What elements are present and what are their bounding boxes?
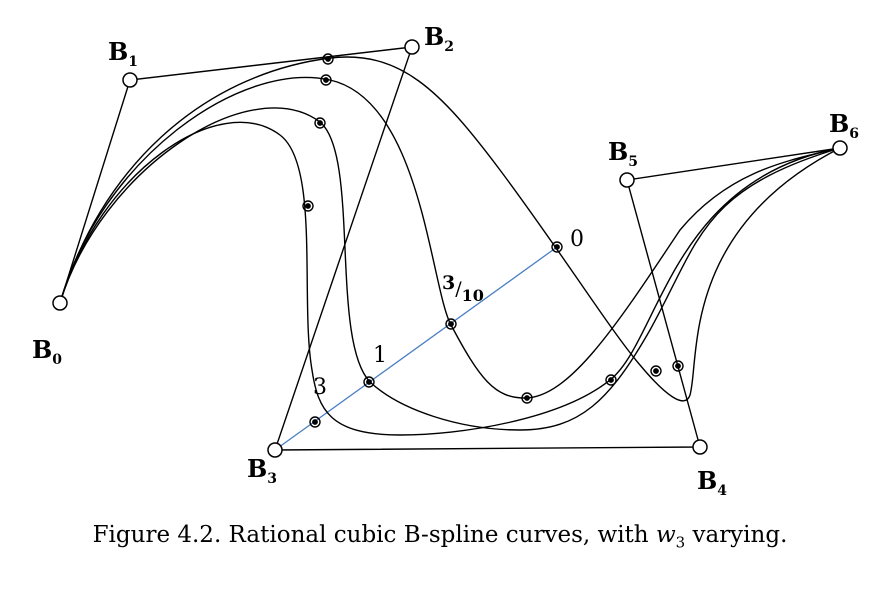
weight-label-3: 3 (313, 375, 327, 400)
marker (521, 392, 533, 404)
marker (363, 376, 375, 388)
control-point-b4 (692, 439, 708, 455)
curve-w1 (59, 107, 841, 431)
control-point-b3 (267, 442, 283, 458)
marker (320, 74, 332, 86)
weight-label-0: 0 (570, 227, 584, 252)
weight-label-1: 1 (373, 343, 387, 368)
marker (650, 365, 662, 377)
control-point-b5 (619, 172, 635, 188)
marker (302, 200, 314, 212)
curve-w3-10 (59, 76, 841, 399)
weight-path-line (274, 246, 558, 451)
curve-markers (302, 53, 684, 428)
weight-label-3-10: 3/10 (442, 272, 484, 305)
control-point-b6 (832, 140, 848, 156)
label-b3: B3 (247, 454, 277, 487)
control-point-circles (52, 39, 848, 458)
marker (322, 53, 334, 65)
marker (309, 416, 321, 428)
label-b5: B5 (608, 137, 638, 170)
curve-w0 (59, 56, 841, 402)
control-point-b2 (404, 39, 420, 55)
label-b4: B4 (697, 466, 727, 499)
control-polygon (59, 46, 841, 451)
curve-w3 (59, 121, 841, 436)
figure-caption: Figure 4.2. Rational cubic B-spline curv… (92, 522, 788, 552)
label-b0: B0 (32, 335, 62, 368)
marker (551, 241, 563, 253)
marker (314, 117, 326, 129)
marker (672, 360, 684, 372)
label-b2: B2 (424, 22, 454, 55)
marker (445, 318, 457, 330)
control-point-b1 (122, 72, 138, 88)
control-point-b0 (52, 295, 68, 311)
marker (605, 374, 617, 386)
label-b6: B6 (829, 109, 859, 142)
label-b1: B1 (108, 37, 138, 70)
